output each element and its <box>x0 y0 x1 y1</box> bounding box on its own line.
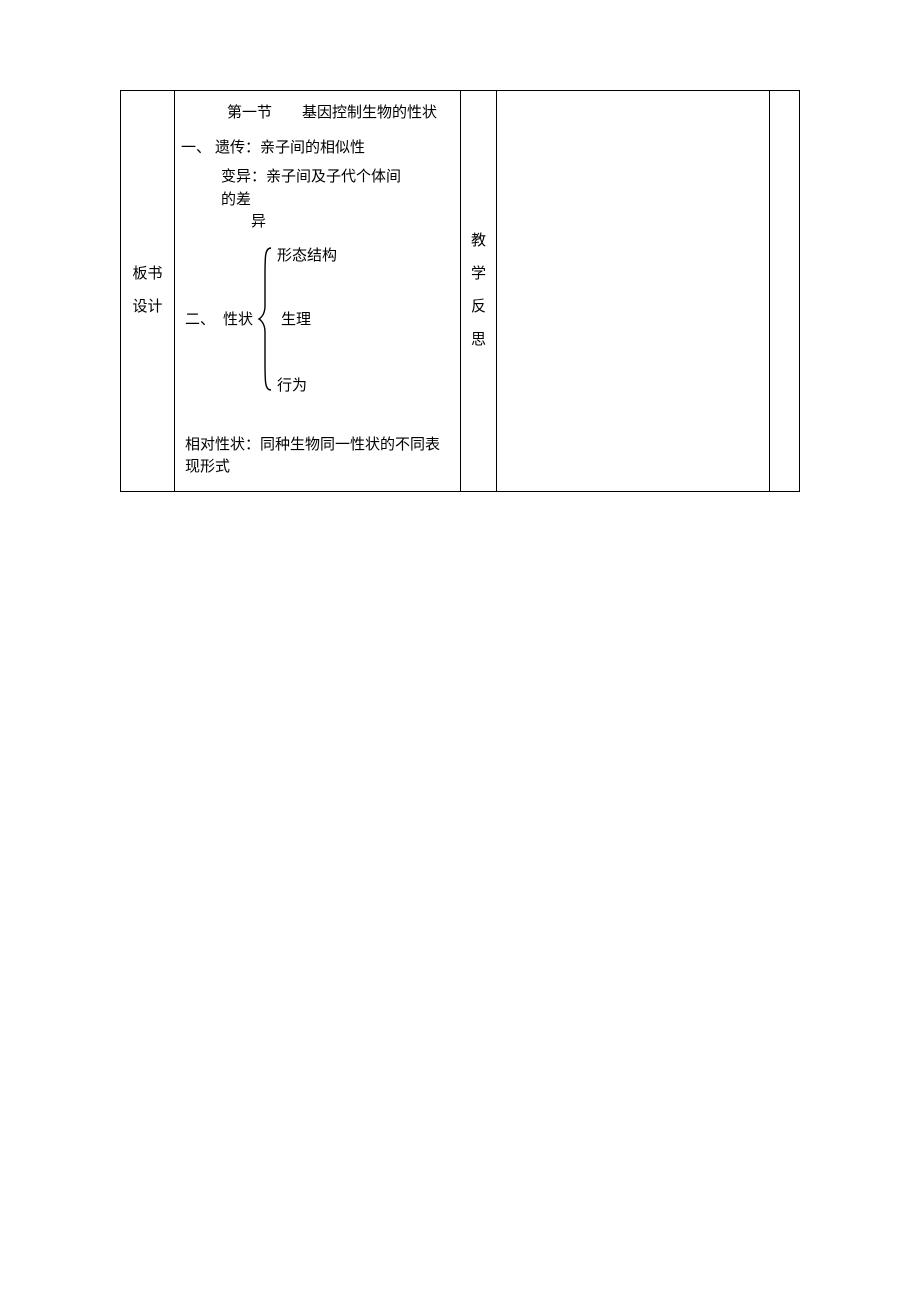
right-header-label: 教 学 反 思 <box>471 225 486 357</box>
brace-item-morphology: 形态结构 <box>277 242 337 271</box>
section-title: 第一节 基因控制生物的性状 <box>181 99 450 128</box>
section-2: 二、 性状 形态结构 生理 行为 <box>181 244 450 394</box>
right-header-c4: 思 <box>471 324 486 357</box>
section-1-marker: 一、 <box>181 134 215 163</box>
left-header-label: 板书 设计 <box>132 258 162 324</box>
section-1-variation-a: 变异：亲子间及子代个体间的差 <box>181 166 411 211</box>
row-header-right: 教 学 反 思 <box>461 91 497 492</box>
board-design-content: 第一节 基因控制生物的性状 一、遗传：亲子间的相似性 变异：亲子间及子代个体间的… <box>175 91 461 492</box>
row-header-left: 板书 设计 <box>121 91 175 492</box>
brace-icon <box>257 246 275 392</box>
lesson-plan-table: 板书 设计 第一节 基因控制生物的性状 一、遗传：亲子间的相似性 变异：亲子间及… <box>120 90 800 492</box>
page: 板书 设计 第一节 基因控制生物的性状 一、遗传：亲子间的相似性 变异：亲子间及… <box>0 0 920 492</box>
section-1: 一、遗传：亲子间的相似性 变异：亲子间及子代个体间的差 异 <box>181 134 450 234</box>
blank-narrow-cell <box>770 91 800 492</box>
section-2-marker: 二、 <box>185 306 215 335</box>
left-header-line1: 板书 <box>132 258 162 291</box>
section-3-relative-trait: 相对性状：同种生物同一性状的不同表现形式 <box>181 434 443 479</box>
brace-item-behavior: 行为 <box>277 372 307 401</box>
brace-item-physiology: 生理 <box>281 306 311 335</box>
section-1-line1: 一、遗传：亲子间的相似性 <box>181 134 450 163</box>
reflection-content <box>497 91 770 492</box>
section-2-label: 性状 <box>223 306 253 335</box>
table-row: 板书 设计 第一节 基因控制生物的性状 一、遗传：亲子间的相似性 变异：亲子间及… <box>121 91 800 492</box>
right-header-c1: 教 <box>471 225 486 258</box>
section-1-variation-b: 异 <box>181 211 450 234</box>
right-header-c2: 学 <box>471 258 486 291</box>
left-header-line2: 设计 <box>132 291 162 324</box>
right-header-c3: 反 <box>471 291 486 324</box>
section-1-heredity: 遗传：亲子间的相似性 <box>215 140 365 156</box>
